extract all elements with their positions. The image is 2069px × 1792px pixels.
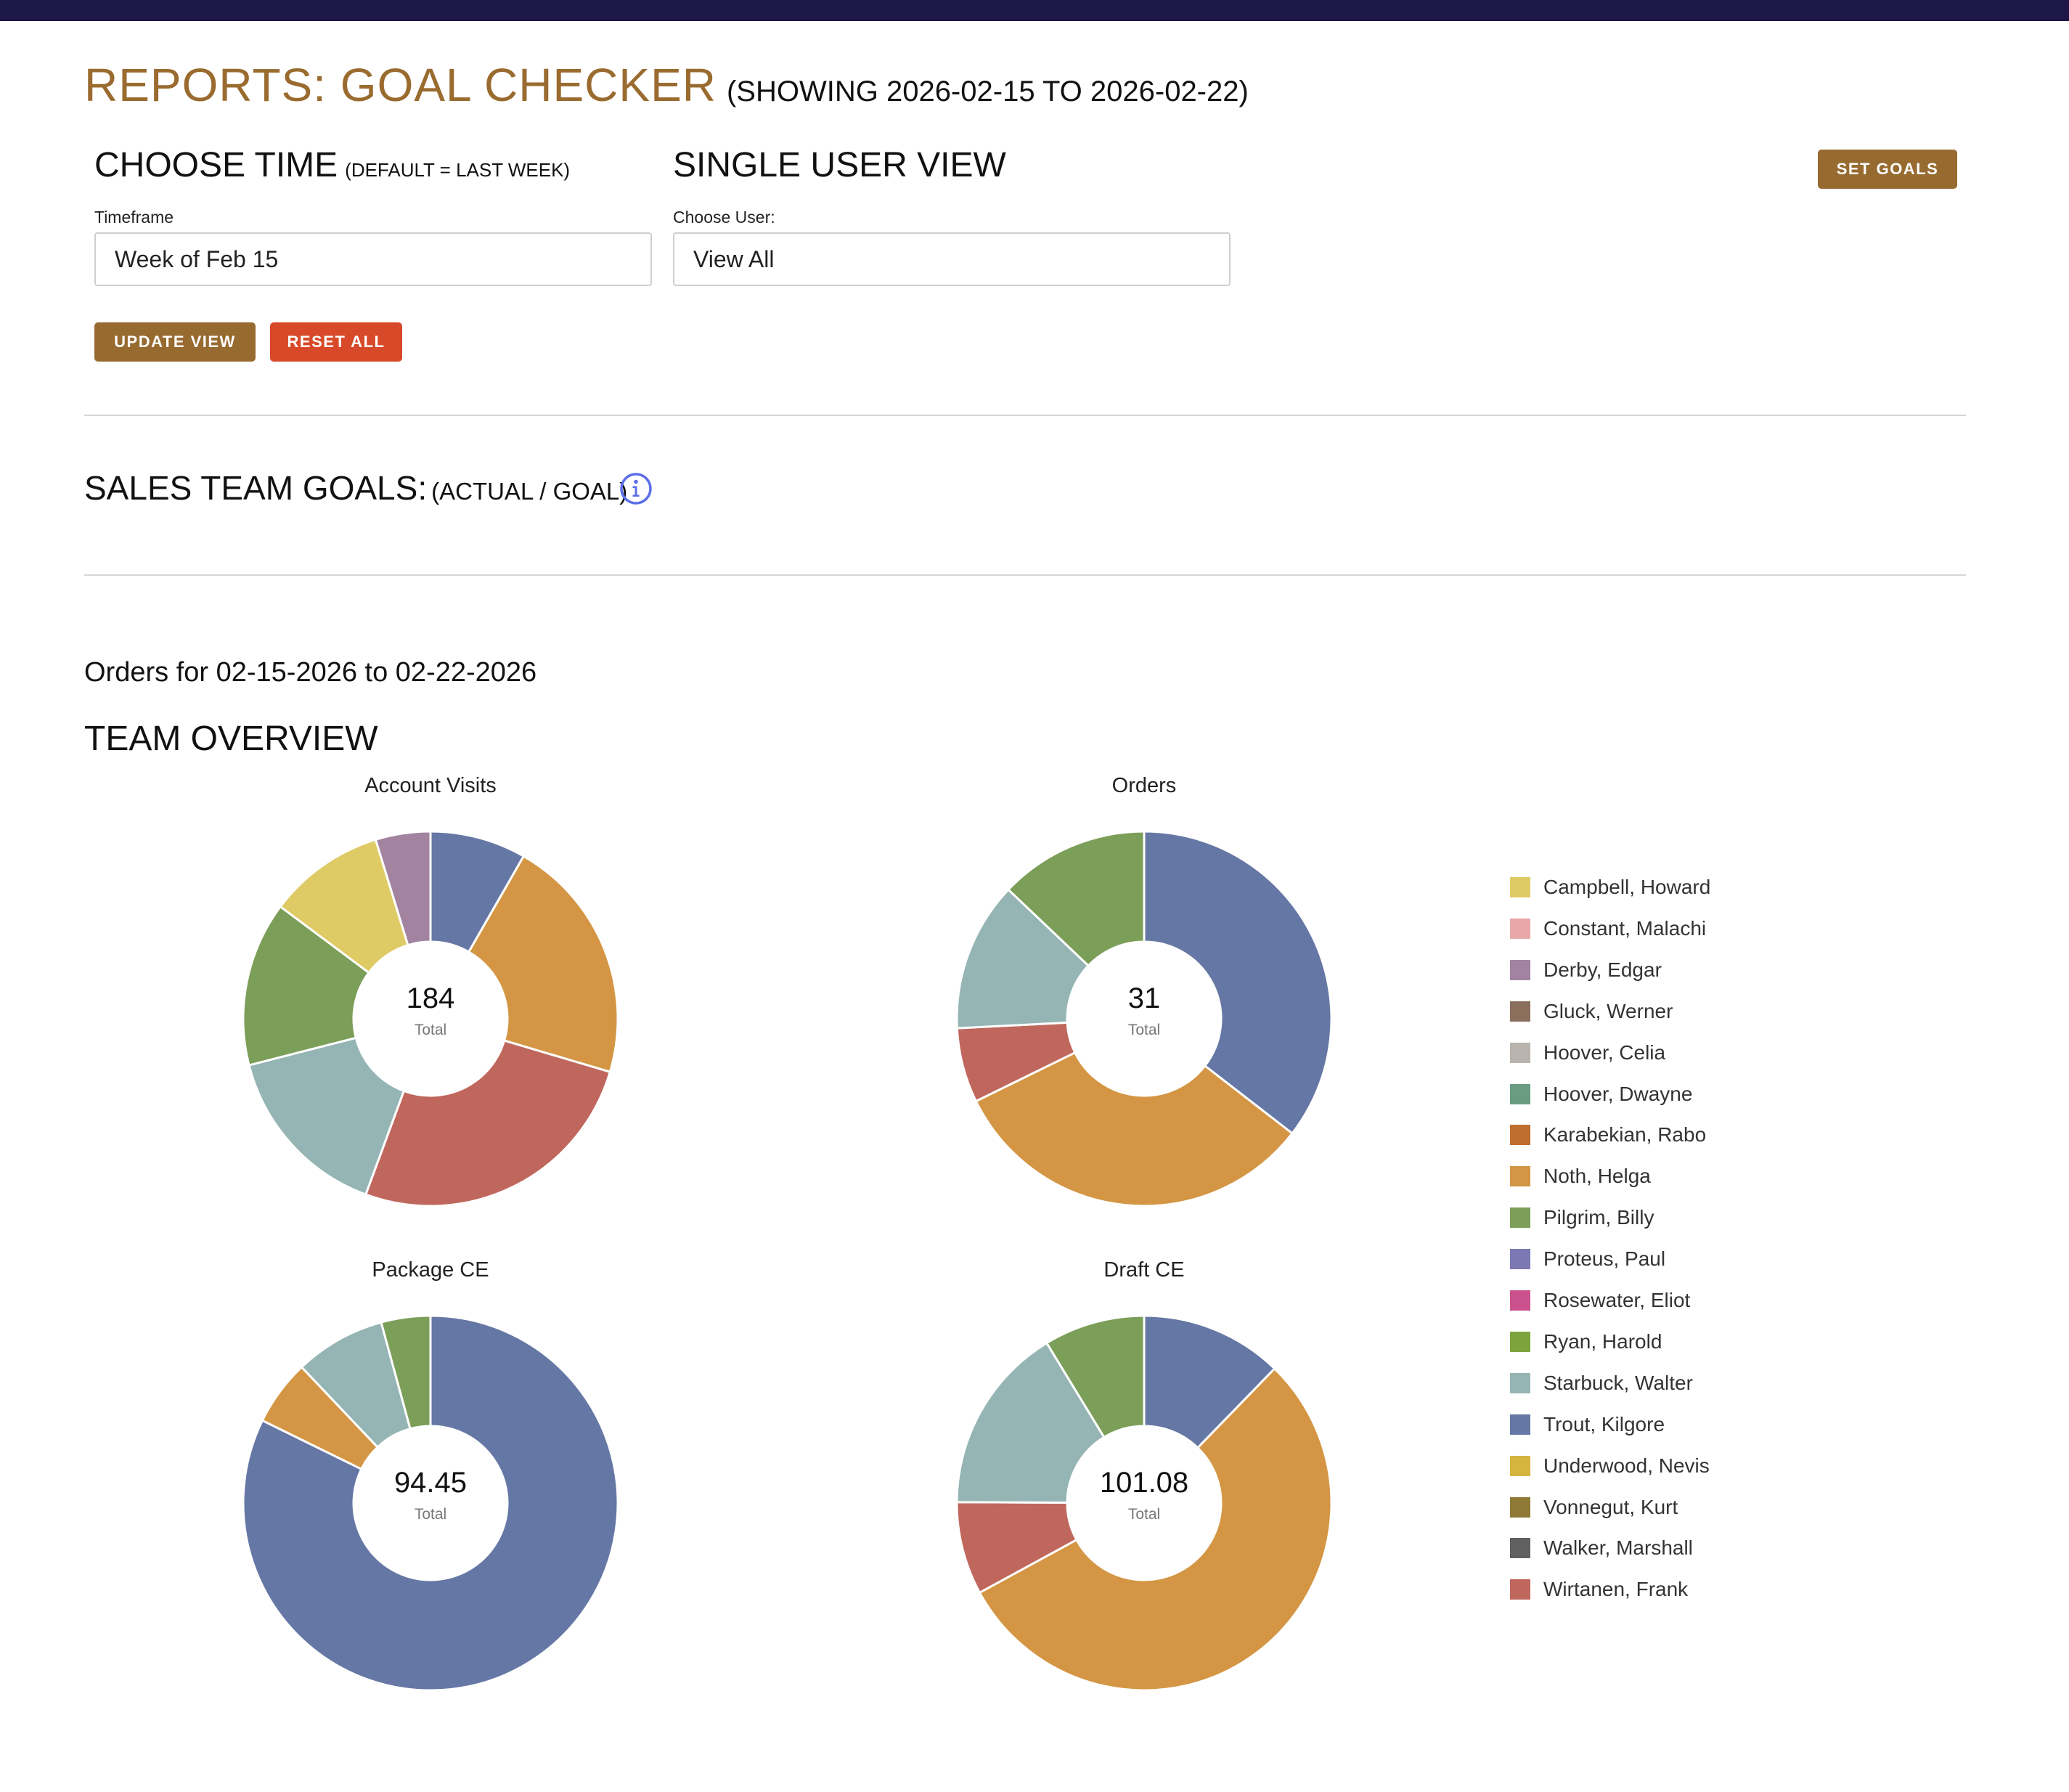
- legend-swatch: [1510, 918, 1530, 939]
- legend-swatch: [1510, 1166, 1530, 1187]
- draft-ce-donut-chart: [955, 1314, 1333, 1692]
- pie-slice-campbell-howard[interactable]: [279, 838, 409, 974]
- legend-swatch: [1510, 1579, 1530, 1600]
- legend-swatch: [1510, 1455, 1530, 1476]
- legend-label: Pilgrim, Billy: [1543, 1206, 1654, 1229]
- legend-swatch: [1510, 1414, 1530, 1435]
- draft-ce-chart-title: Draft CE: [1103, 1258, 1185, 1282]
- pie-slice-pilgrim-billy[interactable]: [380, 1314, 432, 1430]
- page-title-range: (SHOWING 2026-02-15 TO 2026-02-22): [726, 76, 1249, 107]
- package-ce-chart-title: Package CE: [372, 1258, 489, 1282]
- divider: [84, 574, 1966, 576]
- legend-swatch: [1510, 1042, 1530, 1063]
- legend-label: Hoover, Celia: [1543, 1040, 1666, 1064]
- legend-label: Hoover, Dwayne: [1543, 1082, 1693, 1105]
- legend-swatch: [1510, 1372, 1530, 1393]
- choose-time-title: CHOOSE TIME: [94, 146, 338, 184]
- page-title: REPORTS: GOAL CHECKER (SHOWING 2026-02-15…: [84, 58, 1249, 112]
- legend-label: Derby, Edgar: [1543, 958, 1662, 981]
- pie-slice-noth-helga[interactable]: [974, 1051, 1294, 1207]
- page-title-main: REPORTS: GOAL CHECKER: [84, 59, 717, 111]
- pie-slice-derby-edgar[interactable]: [374, 830, 432, 947]
- account-visits-donut-chart: [242, 830, 619, 1207]
- choose-time-heading: CHOOSE TIME (DEFAULT = LAST WEEK): [94, 145, 570, 185]
- legend-label: Proteus, Paul: [1543, 1247, 1666, 1271]
- pie-slice-trout-kilgore[interactable]: [242, 1314, 619, 1692]
- legend-swatch: [1510, 1331, 1530, 1352]
- orders-chart-title: Orders: [1111, 774, 1177, 797]
- legend-label: Gluck, Werner: [1543, 999, 1673, 1022]
- timeframe-label: Timeframe: [94, 208, 174, 227]
- legend-label: Underwood, Nevis: [1543, 1454, 1710, 1477]
- pie-slice-trout-kilgore[interactable]: [1143, 830, 1333, 1136]
- orders-total: 31: [1127, 982, 1161, 1014]
- legend-swatch: [1510, 959, 1530, 980]
- sales-goals-heading: SALES TEAM GOALS: (ACTUAL / GOAL): [84, 468, 627, 508]
- team-overview-heading: TEAM OVERVIEW: [84, 720, 378, 758]
- legend-swatch: [1510, 1290, 1530, 1311]
- legend-swatch: [1510, 1249, 1530, 1270]
- timeframe-select[interactable]: Week of Feb 15: [94, 232, 652, 286]
- choose-time-note: (DEFAULT = LAST WEEK): [345, 159, 571, 181]
- orders-total-label: Total: [1127, 1022, 1161, 1038]
- info-circle-icon[interactable]: [619, 472, 653, 505]
- sales-goals-title: SALES TEAM GOALS:: [84, 469, 428, 507]
- legend-label: Starbuck, Walter: [1543, 1371, 1693, 1394]
- legend-label: Noth, Helga: [1543, 1165, 1651, 1188]
- pie-slice-noth-helga[interactable]: [467, 855, 619, 1074]
- orders-donut-chart: [955, 830, 1333, 1207]
- pie-slice-wirtanen-frank[interactable]: [364, 1039, 612, 1207]
- legend-label: Ryan, Harold: [1543, 1329, 1662, 1353]
- package-ce-total-label: Total: [414, 1506, 447, 1523]
- pie-slice-noth-helga[interactable]: [978, 1367, 1333, 1692]
- account-visits-total-label: Total: [414, 1022, 447, 1038]
- choose-user-label: Choose User:: [673, 208, 775, 227]
- package-ce-total: 94.45: [393, 1467, 468, 1499]
- single-user-heading: SINGLE USER VIEW: [673, 146, 1006, 184]
- legend-label: Walker, Marshall: [1543, 1536, 1693, 1560]
- pie-slice-pilgrim-billy[interactable]: [1045, 1314, 1146, 1439]
- pie-slice-trout-kilgore[interactable]: [1143, 1314, 1276, 1450]
- orders-date-range: Orders for 02-15-2026 to 02-22-2026: [84, 657, 537, 688]
- legend-swatch: [1510, 1207, 1530, 1229]
- legend-swatch: [1510, 1001, 1530, 1022]
- legend-label: Campbell, Howard: [1543, 876, 1711, 898]
- top-bar: [0, 0, 2069, 21]
- pie-slice-starbuck-walter[interactable]: [248, 1036, 406, 1197]
- account-visits-total: 184: [406, 982, 455, 1014]
- legend-swatch: [1510, 1125, 1530, 1146]
- sales-goals-note: (ACTUAL / GOAL): [431, 478, 628, 505]
- legend-swatch: [1510, 1538, 1530, 1559]
- legend-swatch: [1510, 1496, 1530, 1518]
- choose-user-select[interactable]: View All: [673, 232, 1231, 286]
- legend-label: Wirtanen, Frank: [1543, 1578, 1689, 1601]
- legend-swatch: [1510, 1083, 1530, 1104]
- account-visits-chart-title: Account Visits: [364, 774, 497, 797]
- legend-swatch: [1510, 877, 1530, 897]
- divider: [84, 415, 1966, 416]
- reset-all-button[interactable]: RESET ALL: [270, 322, 402, 362]
- pie-slice-pilgrim-billy[interactable]: [1006, 830, 1146, 968]
- legend-label: Vonnegut, Kurt: [1543, 1495, 1678, 1518]
- pie-slice-pilgrim-billy[interactable]: [242, 905, 371, 1067]
- pie-slice-starbuck-walter[interactable]: [955, 1341, 1106, 1504]
- package-ce-donut-chart: [242, 1314, 619, 1692]
- set-goals-button[interactable]: SET GOALS: [1818, 150, 1957, 189]
- legend-label: Trout, Kilgore: [1543, 1412, 1665, 1435]
- draft-ce-total-label: Total: [1127, 1506, 1161, 1523]
- draft-ce-total: 101.08: [1099, 1467, 1189, 1499]
- legend-label: Karabekian, Rabo: [1543, 1123, 1707, 1147]
- update-view-button[interactable]: UPDATE VIEW: [94, 322, 256, 362]
- legend-label: Constant, Malachi: [1543, 916, 1707, 940]
- pie-slice-starbuck-walter[interactable]: [955, 888, 1090, 1030]
- legend-label: Rosewater, Eliot: [1543, 1289, 1691, 1311]
